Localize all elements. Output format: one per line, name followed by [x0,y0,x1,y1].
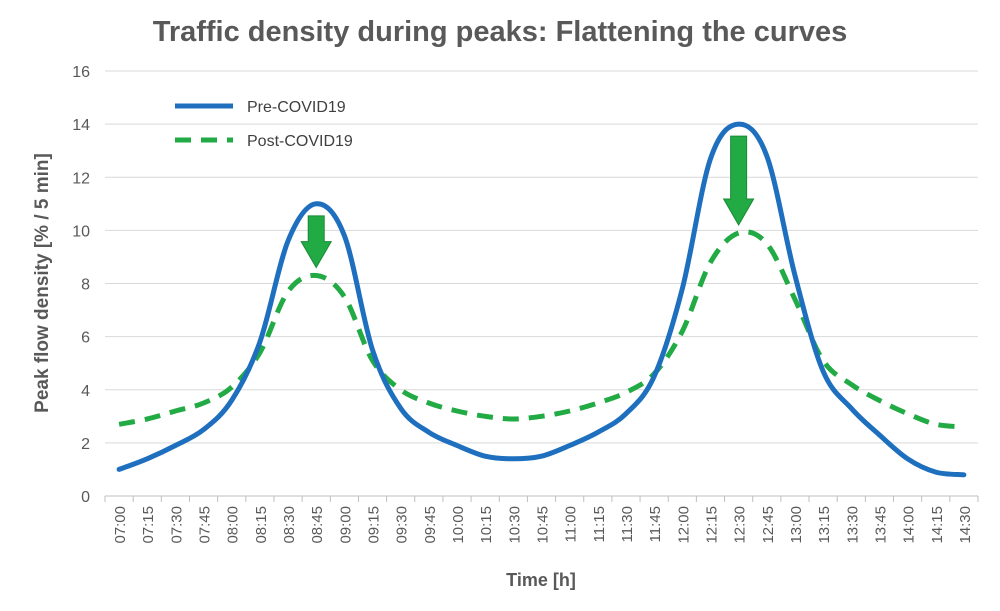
x-tick-label: 14:15 [929,506,946,544]
y-tick-label: 14 [72,117,90,134]
axes: 0 2 4 6 8 10 12 14 16 07:00 07:15 07:30 07:45 08:00 08… [72,64,979,544]
x-tick-label: 11:00 [563,506,580,542]
x-axis-label: Time [h] [506,570,576,590]
y-tick-label: 4 [81,383,90,400]
x-tick-label: 09:30 [394,506,411,544]
x-tick-label: 13:30 [844,506,861,544]
x-tick-label: 13:00 [788,506,805,544]
x-tick-label: 08:45 [309,506,326,544]
x-tick-label: 07:30 [168,506,185,544]
y-tick-label: 12 [72,170,90,187]
series-line-pre-covid19 [116,121,967,478]
x-tick-label: 09:45 [422,506,439,544]
x-tick-label: 07:15 [140,506,157,544]
x-tick-label: 11:30 [619,506,636,542]
x-tick-label: 10:00 [450,506,467,544]
y-tick-label: 8 [81,277,90,294]
series-line-post-covid19 [118,229,965,430]
x-tick-label: 08:00 [225,506,242,544]
y-axis-label: Peak flow density [% / 5 min] [32,153,53,413]
x-tick-label: 11:15 [591,506,608,542]
y-tick-label: 0 [81,489,90,506]
x-tick-label: 12:30 [732,506,749,544]
legend-label: Post-COVID19 [247,133,353,150]
x-tick-label: 09:00 [337,506,354,544]
y-tick-label: 10 [72,223,90,240]
x-tick-label: 13:15 [816,506,833,544]
x-tick-label: 12:45 [760,506,777,544]
series-lines [116,121,967,478]
gridlines [105,70,978,497]
x-tick-label: 14:30 [957,506,974,544]
x-tick-label: 12:00 [675,506,692,544]
y-tick-label: 2 [81,436,90,453]
x-tick-label: 10:15 [478,506,495,544]
chart-title: Traffic density during peaks: Flattening… [152,16,848,48]
x-tick-label: 11:45 [647,506,664,542]
x-tick-label: 12:15 [703,506,720,544]
x-tick-label: 07:00 [112,506,129,544]
x-tick-label: 08:15 [253,506,270,544]
y-tick-label: 16 [72,64,90,81]
legend-label: Pre-COVID19 [247,99,346,116]
down-arrow-icon [722,135,755,227]
x-tick-label: 08:30 [281,506,298,544]
x-tick-label: 10:45 [535,506,552,544]
x-tick-label: 07:45 [197,506,214,544]
x-tick-label: 10:30 [506,506,523,544]
y-tick-label: 6 [81,330,90,347]
down-arrow-icon [300,215,333,269]
x-tick-label: 13:45 [872,506,889,544]
x-tick-label: 09:15 [366,506,383,544]
x-tick-label: 14:00 [901,506,918,544]
legend: Pre-COVID19 Post-COVID19 [175,99,353,150]
annotations [300,135,755,269]
